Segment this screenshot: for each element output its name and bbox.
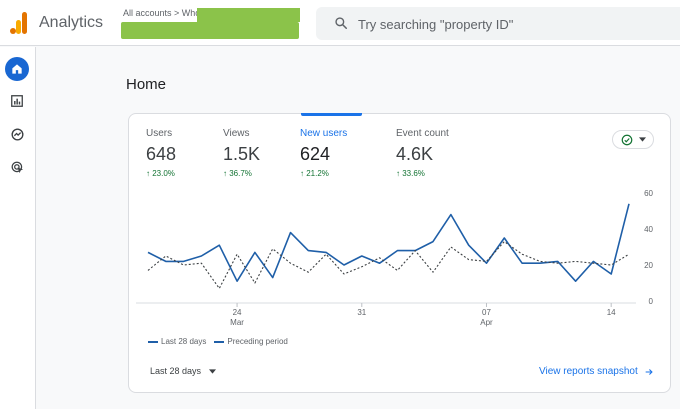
x-tick-label: 14 — [607, 308, 616, 317]
dropdown-arrow-icon — [638, 137, 646, 142]
dropdown-arrow-icon — [209, 368, 217, 374]
metric-value: 648 — [146, 144, 177, 164]
metric-label: Users — [146, 128, 173, 139]
x-tick-label: 24 — [233, 308, 242, 317]
metric-change: ↑ 36.7% — [223, 169, 252, 178]
series-line-preceding-period — [147, 241, 630, 289]
metric-value: 624 — [300, 144, 331, 164]
sidebar-item-reports[interactable] — [5, 89, 29, 113]
legend-dashed-swatch — [214, 340, 225, 343]
view-reports-snapshot-link[interactable]: View reports snapshot — [539, 366, 654, 377]
legend-previous: Preceding period — [227, 337, 288, 346]
analytics-logo-icon[interactable] — [10, 12, 28, 34]
explore-icon — [11, 128, 23, 140]
date-range-label: Last 28 days — [150, 366, 202, 376]
series-line-last-28-days — [147, 203, 630, 282]
sidebar-item-home[interactable] — [5, 57, 29, 81]
search-input[interactable] — [358, 14, 658, 34]
x-tick-sublabel: Apr — [480, 318, 493, 327]
check-circle-icon — [621, 134, 632, 145]
x-tick-sublabel: Mar — [230, 318, 244, 327]
redacted-property-selector[interactable] — [121, 22, 299, 39]
chart-legend: Last 28 days Preceding period — [148, 337, 296, 346]
metric-value: 4.6K — [396, 144, 434, 164]
snapshot-link-label: View reports snapshot — [539, 366, 638, 377]
metric-change: ↑ 21.2% — [300, 169, 329, 178]
legend-current: Last 28 days — [161, 337, 207, 346]
overview-card — [128, 113, 671, 393]
search-bar[interactable] — [316, 7, 680, 40]
metric-change: ↑ 23.0% — [146, 169, 175, 178]
metric-tab-new-users[interactable]: New users 624 ↑ 21.2% — [300, 128, 347, 178]
advertising-icon — [11, 161, 23, 173]
y-tick-label: 0 — [649, 297, 654, 306]
home-icon — [12, 64, 22, 74]
metric-change: ↑ 33.6% — [396, 169, 425, 178]
reports-icon — [11, 95, 23, 107]
y-tick-label: 60 — [644, 189, 653, 198]
comparison-toggle-button[interactable] — [612, 130, 654, 149]
metric-tab-users[interactable]: Users 648 ↑ 23.0% — [146, 128, 176, 178]
legend-solid-swatch — [148, 340, 158, 343]
sidebar-item-advertising[interactable] — [5, 155, 29, 179]
search-icon — [335, 17, 348, 30]
metric-tab-event-count[interactable]: Event count 4.6K ↑ 33.6% — [396, 128, 449, 178]
breadcrumb[interactable]: All accounts > Who — [123, 8, 201, 18]
sidebar — [0, 47, 36, 409]
date-range-dropdown[interactable]: Last 28 days — [150, 366, 217, 376]
metric-label: New users — [300, 128, 348, 139]
arrow-right-icon — [645, 368, 653, 375]
metric-label: Event count — [396, 128, 449, 139]
x-tick-label: 07 — [482, 308, 491, 317]
metric-value: 1.5K — [223, 144, 261, 164]
y-tick-label: 40 — [644, 225, 653, 234]
metric-tab-views[interactable]: Views 1.5K ↑ 36.7% — [223, 128, 260, 178]
metric-label: Views — [223, 128, 250, 139]
page-title: Home — [126, 76, 167, 93]
sidebar-item-explore[interactable] — [5, 122, 29, 146]
redacted-account-name — [197, 8, 300, 22]
selected-metric-indicator — [301, 113, 362, 116]
y-tick-label: 20 — [644, 261, 653, 270]
x-tick-label: 31 — [357, 308, 366, 317]
top-bar: Analytics All accounts > Who — [0, 0, 680, 46]
app-title[interactable]: Analytics — [39, 14, 104, 31]
